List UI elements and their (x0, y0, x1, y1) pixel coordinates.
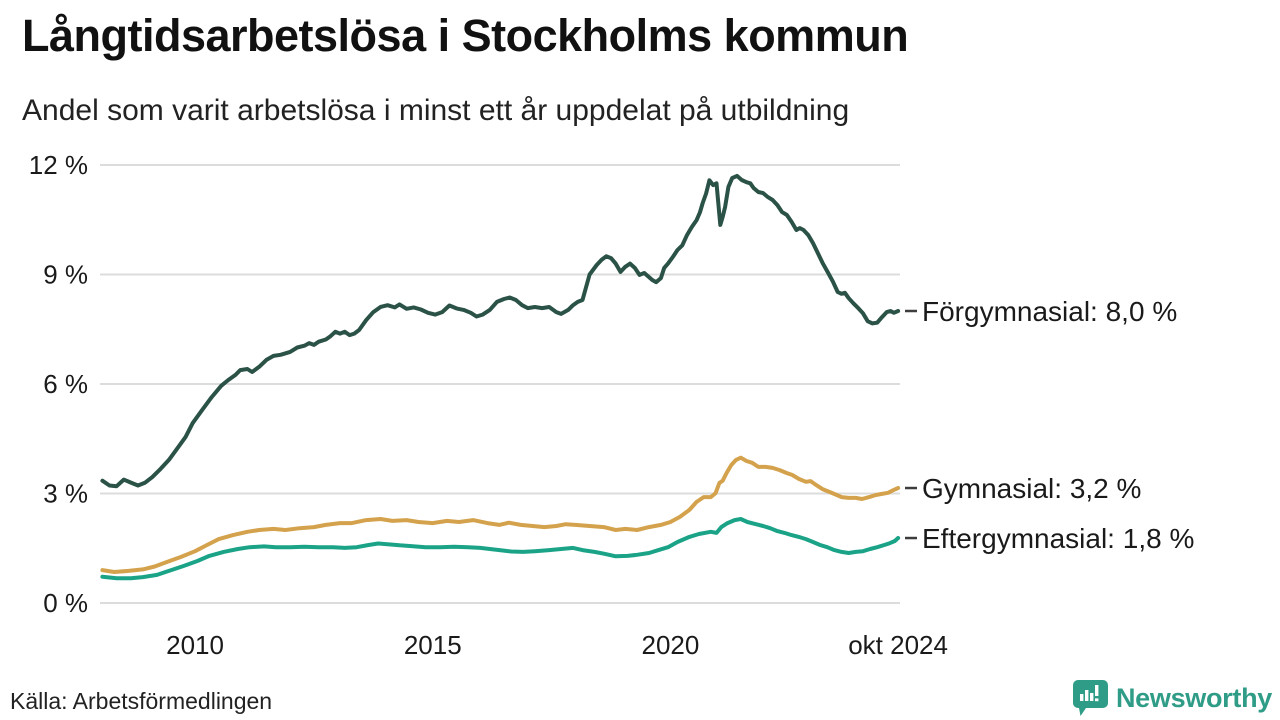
bar-chart-glyph (1079, 685, 1099, 702)
source-note: Källa: Arbetsförmedlingen (10, 688, 273, 714)
y-axis-tick-label-0: 0 % (43, 588, 88, 618)
series-line-eftergymnasial (100, 517, 901, 581)
x-axis-tick-label-2020: 2020 (641, 630, 699, 660)
x-axis-tick-label-2015: 2015 (404, 630, 462, 660)
y-axis-tick-label-9: 9 % (43, 260, 88, 290)
series-end-label-forgymnasial: Förgymnasial: 8,0 % (922, 296, 1177, 327)
y-axis-tick-label-6: 6 % (43, 369, 88, 399)
y-axis-tick-label-3: 3 % (43, 479, 88, 509)
series-end-label-eftergymnasial: Eftergymnasial: 1,8 % (922, 523, 1194, 554)
branding-name: Newsworthy (1115, 682, 1272, 713)
newsworthy-logo-icon (1072, 680, 1108, 716)
series-line-gymnasial (100, 455, 901, 574)
branding: Newsworthy (1072, 678, 1272, 718)
x-axis-tick-label-okt-2024: okt 2024 (848, 630, 948, 660)
series-line-forgymnasial (100, 173, 901, 489)
x-axis-tick-label-2010: 2010 (166, 630, 224, 660)
chart-title: Långtidsarbetslösa i Stockholms kommun (22, 10, 909, 61)
series-end-label-gymnasial: Gymnasial: 3,2 % (922, 473, 1141, 504)
y-axis-tick-label-12: 12 % (29, 150, 88, 180)
chart-subtitle: Andel som varit arbetslösa i minst ett å… (22, 94, 850, 127)
